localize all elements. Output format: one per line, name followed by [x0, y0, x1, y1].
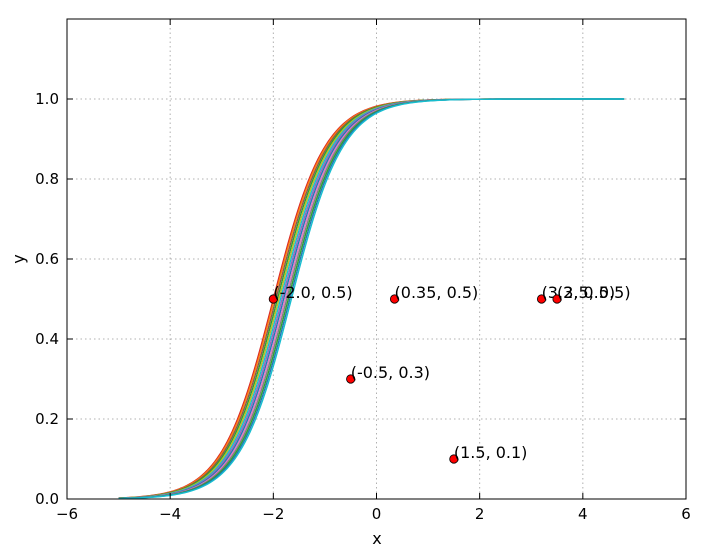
- y-tick-label: 0.2: [35, 410, 59, 428]
- y-axis-label: y: [9, 254, 28, 263]
- data-point-label-3: (3.5, 0.5): [557, 283, 631, 302]
- y-tick-label: 0.8: [35, 170, 59, 188]
- axis-ticks: −6 −4 −2 0 2 4 6 0.0 0.2 0.4 0.6 0.8 1.0: [35, 19, 691, 523]
- grid-lines: [67, 19, 686, 499]
- data-points: (-2.0, 0.5) (0.35, 0.5) (3.2, 0.5)(3.5, 0.…: [268, 283, 631, 464]
- data-point-3: [552, 294, 562, 304]
- data-point-1: [389, 294, 400, 304]
- x-tick-label: 4: [578, 505, 588, 523]
- y-tick-label: 0.6: [35, 250, 59, 268]
- data-point-label-5: (1.5, 0.1): [454, 443, 528, 462]
- data-point-label-4: (-0.5, 0.3): [351, 363, 430, 382]
- data-point-5: [449, 454, 459, 464]
- x-tick-label: 6: [681, 505, 691, 523]
- data-point-4: [346, 374, 356, 384]
- series-curves: [118, 98, 625, 500]
- y-tick-label: 0.4: [35, 330, 59, 348]
- y-tick-label: 0.0: [35, 490, 59, 508]
- x-tick-label: −6: [56, 505, 78, 523]
- y-tick-label: 1.0: [35, 90, 59, 108]
- data-point-0: [268, 294, 278, 304]
- data-point-2: [536, 294, 547, 304]
- data-point-label-0: (-2.0, 0.5): [273, 283, 352, 302]
- data-point-label-1: (0.35, 0.5): [395, 283, 479, 302]
- series-line-12: [118, 98, 625, 500]
- x-tick-label: −4: [159, 505, 181, 523]
- x-tick-label: −2: [262, 505, 284, 523]
- x-axis-label: x: [372, 529, 381, 548]
- x-tick-label: 0: [372, 505, 382, 523]
- x-tick-label: 2: [475, 505, 485, 523]
